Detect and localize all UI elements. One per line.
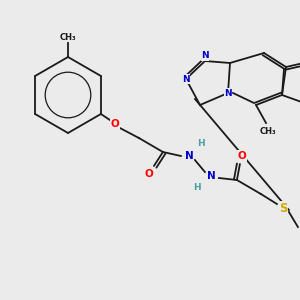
Text: S: S [279, 202, 287, 214]
Text: O: O [110, 119, 119, 129]
Text: N: N [224, 88, 232, 98]
Text: N: N [201, 52, 209, 61]
Text: N: N [184, 151, 193, 161]
Text: CH₃: CH₃ [260, 127, 276, 136]
Text: H: H [197, 140, 205, 148]
Text: H: H [193, 184, 201, 193]
Text: N: N [206, 171, 215, 181]
Text: N: N [182, 74, 190, 83]
Text: O: O [238, 151, 246, 161]
Text: O: O [145, 169, 153, 179]
Text: CH₃: CH₃ [60, 32, 76, 41]
